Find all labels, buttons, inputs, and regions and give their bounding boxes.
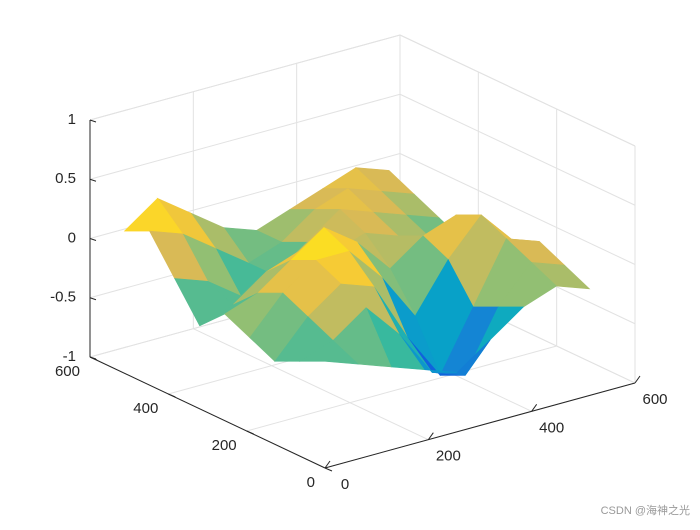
watermark: CSDN @海神之光 [601, 503, 690, 517]
z-tick-label: 0.5 [55, 170, 76, 187]
x-tick-label: 200 [436, 448, 461, 465]
grid-line [246, 345, 557, 432]
y-axis [89, 356, 326, 469]
z-tick [89, 356, 97, 360]
z-tick-label: 0 [68, 229, 76, 246]
z-tick [89, 238, 97, 241]
y-tick-label: 0 [307, 474, 315, 491]
surface-patch [298, 340, 359, 365]
z-tick-label: 1 [68, 111, 76, 128]
x-tick-label: 600 [642, 391, 667, 408]
z-tick [89, 119, 97, 123]
grid-line [89, 93, 401, 180]
y-tick-label: 400 [133, 400, 158, 417]
x-tick [427, 432, 434, 440]
z-tick [89, 178, 97, 182]
x-tick-label: 0 [341, 476, 349, 493]
z-tick [89, 297, 97, 301]
x-axis [324, 382, 636, 469]
z-tick-label: -0.5 [50, 289, 76, 306]
grid-line [89, 34, 401, 121]
x-tick-label: 400 [539, 419, 564, 436]
y-tick [324, 467, 333, 472]
z-tick-label: -1 [63, 348, 76, 365]
grid-line [399, 34, 636, 147]
grid-line [193, 328, 429, 441]
grid-line [399, 153, 636, 265]
x-tick [531, 404, 538, 412]
x-tick [324, 460, 331, 469]
y-tick [246, 430, 254, 435]
y-tick-label: 200 [212, 437, 237, 454]
y-tick-label: 600 [55, 363, 80, 380]
grid-line [399, 93, 636, 206]
y-tick [168, 393, 176, 398]
x-tick [634, 375, 641, 384]
